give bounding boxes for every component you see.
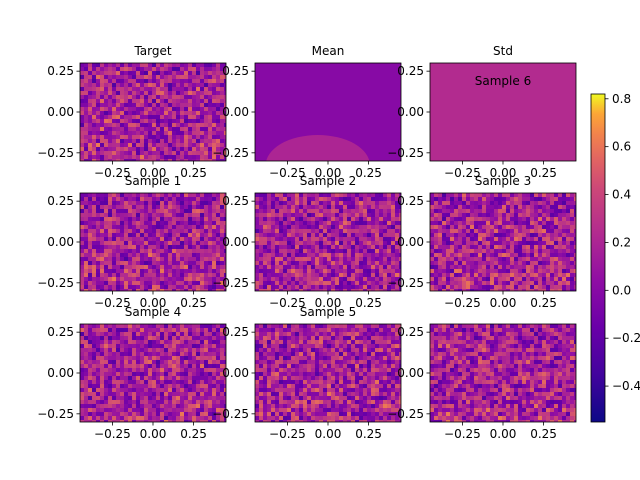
colorbar-tick-label: 0.2 <box>612 235 631 249</box>
x-tick-label: 0.25 <box>530 427 557 441</box>
heatmap-image <box>255 63 401 161</box>
x-tick-label: 0.25 <box>355 427 382 441</box>
y-tick-label: 0.25 <box>222 325 249 339</box>
x-tick-label: −0.25 <box>444 296 481 310</box>
y-tick-label: −0.25 <box>212 407 249 421</box>
colorbar-frame <box>590 93 606 423</box>
x-tick-label: 0.25 <box>530 166 557 180</box>
heatmap-image <box>80 193 226 291</box>
subplot-title: Sample 5 <box>300 305 356 319</box>
x-tick-label: 0.00 <box>490 166 517 180</box>
x-tick-label: −0.25 <box>444 427 481 441</box>
x-tick-label: 0.25 <box>180 427 207 441</box>
colorbar-tick-label: 0.8 <box>612 92 631 106</box>
y-tick-label: −0.25 <box>212 276 249 290</box>
x-tick-label: −0.25 <box>94 427 131 441</box>
subplot-title: Target <box>133 44 171 58</box>
y-tick-label: 0.25 <box>47 194 74 208</box>
y-tick-label: −0.25 <box>37 276 74 290</box>
subplot-3: −0.25 0.00 0.25 0.25 0.00 −0.25 Std Sample 6 <box>387 44 577 180</box>
x-tick-label: −0.25 <box>94 166 131 180</box>
y-tick-label: 0.25 <box>47 325 74 339</box>
heatmap-image <box>80 324 226 422</box>
y-tick-label: −0.25 <box>387 146 424 160</box>
colorbar-tick-label: 0.6 <box>612 140 631 154</box>
y-tick-label: −0.25 <box>387 276 424 290</box>
y-tick-label: 0.25 <box>47 64 74 78</box>
heatmap-image <box>80 63 226 161</box>
y-tick-label: 0.25 <box>222 64 249 78</box>
subplot-6: −0.25 0.00 0.25 0.25 0.00 −0.25 Sample 3 <box>387 174 577 310</box>
y-tick-label: 0.00 <box>47 366 74 380</box>
y-tick-label: 0.00 <box>222 235 249 249</box>
heatmap-image <box>255 193 401 291</box>
subplot-title: Mean <box>312 44 345 58</box>
x-tick-label: −0.25 <box>269 427 306 441</box>
x-tick-label: 0.25 <box>355 296 382 310</box>
subplot-title: Sample 3 <box>475 174 531 188</box>
colorbar-tick-label: −0.4 <box>612 379 640 393</box>
x-tick-label: 0.00 <box>315 427 342 441</box>
colorbar-gradient <box>591 94 605 422</box>
x-tick-label: 0.00 <box>490 296 517 310</box>
y-tick-label: −0.25 <box>212 146 249 160</box>
y-tick-label: 0.00 <box>47 235 74 249</box>
subplot-grid: −0.25 0.00 0.25 0.25 0.00 −0.25 Target −0.25 0.0… <box>37 44 577 441</box>
y-tick-label: 0.00 <box>222 105 249 119</box>
x-tick-label: 0.00 <box>315 296 342 310</box>
subplot-9: −0.25 0.00 0.25 0.25 0.00 −0.25 <box>387 323 577 441</box>
x-tick-label: 0.25 <box>180 296 207 310</box>
heatmap-image <box>430 63 576 161</box>
subplot-title: Sample 1 <box>125 174 181 188</box>
subplot-2: −0.25 0.00 0.25 0.25 0.00 −0.25 Mean <box>212 44 402 180</box>
x-tick-label: 0.00 <box>490 427 517 441</box>
y-tick-label: 0.00 <box>222 366 249 380</box>
heatmap-image <box>430 193 576 291</box>
subplot-4: −0.25 0.00 0.25 0.25 0.00 −0.25 Sample 1 <box>37 174 227 310</box>
x-tick-label: −0.25 <box>94 296 131 310</box>
subplot-1: −0.25 0.00 0.25 0.25 0.00 −0.25 Target <box>37 44 227 180</box>
subplot-title: Std <box>493 44 513 58</box>
colorbar-tick-label: 0.4 <box>612 188 631 202</box>
x-tick-label: −0.25 <box>444 166 481 180</box>
x-tick-label: 0.00 <box>140 166 167 180</box>
subplot-title: Sample 4 <box>125 305 181 319</box>
heatmap-image <box>255 324 401 422</box>
subplot-8: −0.25 0.00 0.25 0.25 0.00 −0.25 Sample 5 <box>212 305 402 441</box>
colorbar: 0.8 0.6 0.4 0.2 0.0 −0.2 −0.4 <box>590 92 640 423</box>
y-tick-label: −0.25 <box>37 146 74 160</box>
y-tick-label: 0.25 <box>397 194 424 208</box>
x-tick-label: −0.25 <box>269 296 306 310</box>
y-tick-label: 0.00 <box>397 105 424 119</box>
x-tick-label: 0.25 <box>180 166 207 180</box>
x-tick-label: 0.00 <box>140 427 167 441</box>
y-tick-label: −0.25 <box>37 407 74 421</box>
heatmap-image <box>430 324 576 422</box>
subplot-title: Sample 2 <box>300 174 356 188</box>
y-tick-label: 0.25 <box>222 194 249 208</box>
y-tick-label: 0.00 <box>47 105 74 119</box>
y-tick-label: 0.25 <box>397 325 424 339</box>
x-tick-label: 0.25 <box>530 296 557 310</box>
y-tick-label: 0.25 <box>397 64 424 78</box>
colorbar-tick-label: 0.0 <box>612 283 631 297</box>
overlay-label: Sample 6 <box>475 74 531 88</box>
x-tick-label: 0.25 <box>355 166 382 180</box>
x-tick-label: 0.00 <box>140 296 167 310</box>
colorbar-tick-label: −0.2 <box>612 331 640 345</box>
x-tick-label: 0.00 <box>315 166 342 180</box>
y-tick-label: −0.25 <box>387 407 424 421</box>
subplot-7: −0.25 0.00 0.25 0.25 0.00 −0.25 Sample 4 <box>37 305 227 441</box>
y-tick-label: 0.00 <box>397 366 424 380</box>
subplot-5: −0.25 0.00 0.25 0.25 0.00 −0.25 Sample 2 <box>212 174 402 310</box>
y-tick-label: 0.00 <box>397 235 424 249</box>
x-tick-label: −0.25 <box>269 166 306 180</box>
